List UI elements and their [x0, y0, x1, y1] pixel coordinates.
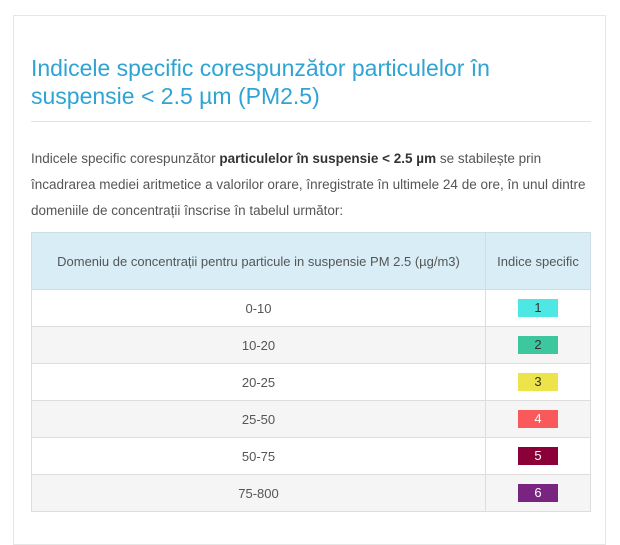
intro-text-end: se stabilește prin încadrarea mediei ari…: [31, 151, 586, 218]
index-badge: 1: [518, 299, 558, 317]
index-badge: 3: [518, 373, 558, 391]
content-card: Indicele specific corespunzător particul…: [13, 15, 606, 545]
header-concentration-range: Domeniu de concentrații pentru particule…: [31, 232, 486, 290]
range-cell: 20-25: [31, 363, 486, 401]
table-row: 10-20 2: [31, 326, 591, 364]
table-row: 50-75 5: [31, 437, 591, 475]
index-cell: 6: [485, 474, 591, 512]
range-cell: 75-800: [31, 474, 486, 512]
table-row: 75-800 6: [31, 474, 591, 512]
page-title: Indicele specific corespunzător particul…: [31, 55, 490, 109]
index-badge: 2: [518, 336, 558, 354]
table-row: 25-50 4: [31, 400, 591, 438]
index-cell: 3: [485, 363, 591, 401]
title-divider: [31, 121, 591, 122]
range-cell: 0-10: [31, 289, 486, 327]
intro-text-start: Indicele specific corespunzător: [31, 151, 220, 166]
header-specific-index: Indice specific: [485, 232, 591, 290]
intro-text-bold: particulelor în suspensie < 2.5 µm: [219, 151, 437, 166]
index-cell: 5: [485, 437, 591, 475]
index-cell: 2: [485, 326, 591, 364]
index-cell: 1: [485, 289, 591, 327]
intro-paragraph: Indicele specific corespunzător particul…: [31, 146, 591, 224]
table-header-row: Domeniu de concentrații pentru particule…: [31, 232, 591, 290]
index-badge: 5: [518, 447, 558, 465]
range-cell: 10-20: [31, 326, 486, 364]
table-row: 0-10 1: [31, 289, 591, 327]
range-cell: 25-50: [31, 400, 486, 438]
index-badge: 6: [518, 484, 558, 502]
index-table: Domeniu de concentrații pentru particule…: [31, 232, 591, 512]
index-cell: 4: [485, 400, 591, 438]
index-badge: 4: [518, 410, 558, 428]
table-row: 20-25 3: [31, 363, 591, 401]
range-cell: 50-75: [31, 437, 486, 475]
